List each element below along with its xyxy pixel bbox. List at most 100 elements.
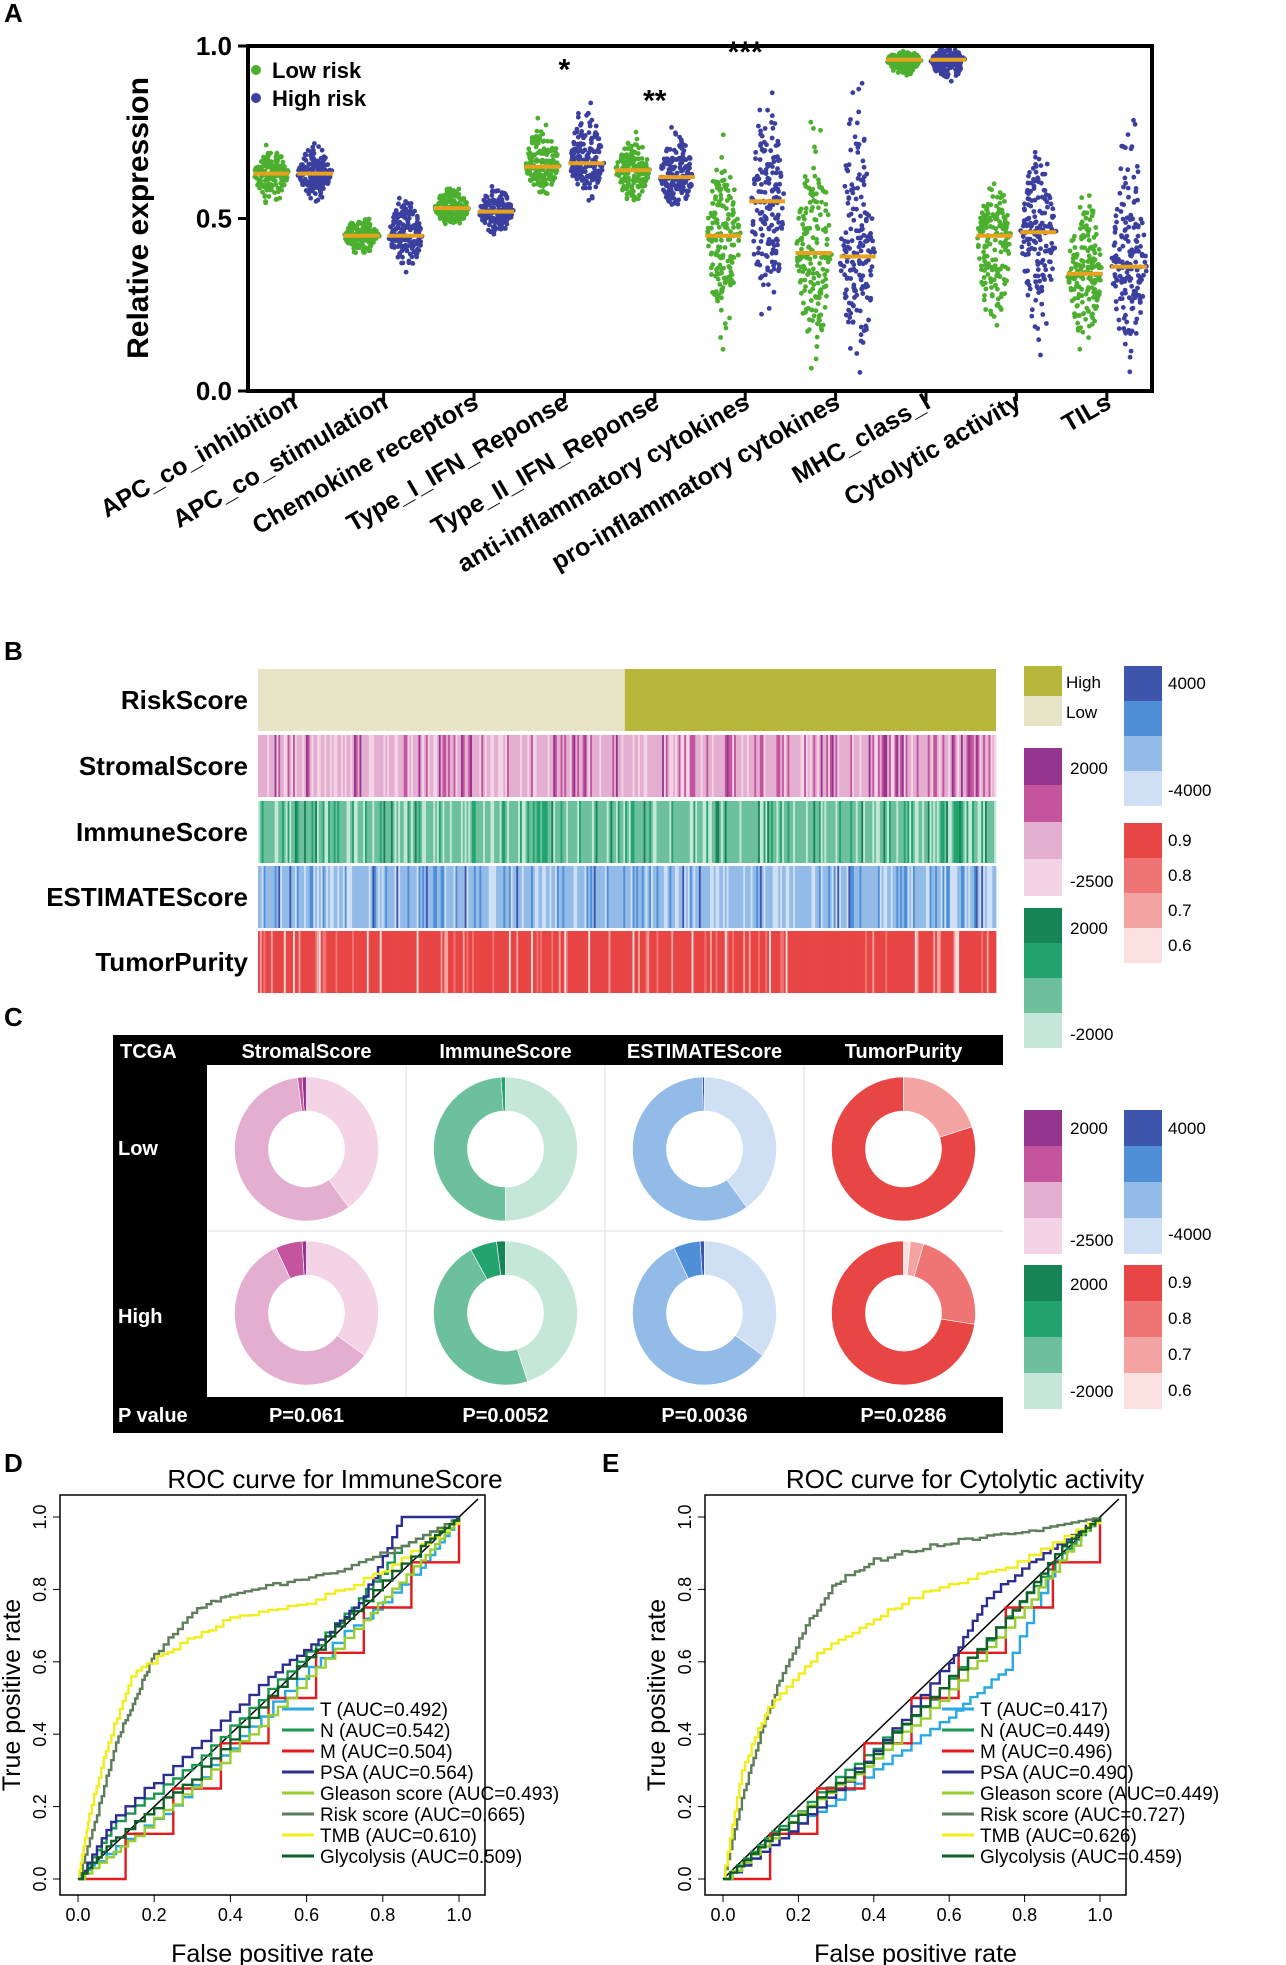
heatmap-cell-immunescore [453, 801, 456, 863]
heatmap-cell-tumorpurity [835, 931, 838, 993]
heatmap-cell-stromalscore [737, 735, 740, 797]
data-point-low-risk [554, 160, 560, 166]
heatmap-cell-tumorpurity [673, 931, 676, 993]
data-point-high-risk [848, 226, 854, 232]
data-point-low-risk [713, 194, 718, 200]
data-point-low-risk [710, 178, 716, 184]
heatmap-cell-estimatescore [785, 866, 788, 928]
heatmap-cell-tumorpurity [261, 931, 264, 993]
data-point-low-risk [1078, 266, 1084, 272]
data-point-low-risk [368, 243, 373, 249]
data-point-high-risk [1044, 321, 1049, 326]
data-point-low-risk [994, 322, 1000, 328]
data-point-high-risk [753, 156, 758, 162]
heatmap-cell-tumorpurity [269, 931, 272, 993]
data-point-high-risk [587, 185, 593, 191]
heatmap-cell-estimatescore [857, 866, 860, 928]
heatmap-cell-stromalscore [949, 735, 953, 797]
heatmap-cell-estimatescore [486, 866, 490, 928]
heatmap-cell-immunescore [636, 801, 639, 863]
heatmap-cell-estimatescore [615, 866, 619, 928]
data-point-high-risk [1039, 210, 1045, 216]
data-point-low-risk [998, 307, 1004, 312]
data-point-high-risk [478, 204, 484, 209]
heatmap-cell-estimatescore [793, 866, 796, 928]
data-point-high-risk [777, 181, 783, 187]
data-point-high-risk [495, 202, 500, 208]
data-point-low-risk [263, 199, 268, 204]
data-point-high-risk [403, 269, 409, 275]
data-point-high-risk [850, 319, 856, 325]
y-tick-label: 1.0 [196, 31, 232, 61]
heatmap-cell-immunescore [359, 801, 362, 863]
data-point-low-risk [818, 127, 823, 133]
heatmap-cell-stromalscore [649, 735, 652, 797]
heatmap-cell-estimatescore [534, 866, 537, 928]
heatmap-cell-estimatescore [348, 866, 351, 928]
data-point-high-risk [765, 107, 770, 113]
data-point-low-risk [354, 226, 360, 232]
heatmap-cell-immunescore [479, 801, 482, 863]
heatmap-cell-immunescore [949, 801, 953, 863]
data-point-low-risk [728, 256, 733, 262]
heatmap-cell-estimatescore [754, 866, 757, 928]
heatmap-cell-immunescore [848, 801, 851, 863]
data-point-low-risk [271, 167, 277, 173]
data-point-high-risk [499, 223, 504, 228]
data-point-high-risk [1126, 295, 1132, 301]
heatmap-cell-tumorpurity [798, 931, 801, 993]
heatmap-cell-immunescore [352, 801, 355, 863]
heatmap-cell-stromalscore [828, 735, 831, 797]
heatmap-cell-stromalscore [885, 735, 888, 797]
heatmap-cell-immunescore [776, 801, 779, 863]
data-point-low-risk [718, 307, 724, 313]
heatmap-cell-tumorpurity [693, 931, 696, 993]
heatmap-cell-stromalscore [444, 735, 447, 797]
heatmap-cell-tumorpurity [831, 931, 835, 993]
data-point-high-risk [479, 214, 484, 219]
data-point-low-risk [977, 256, 982, 261]
heatmap-cell-immunescore [654, 801, 657, 863]
heatmap-cell-immunescore [781, 801, 785, 863]
data-point-high-risk [749, 195, 755, 201]
data-point-high-risk [778, 174, 784, 179]
data-point-high-risk [406, 211, 412, 217]
data-point-high-risk [1125, 132, 1131, 138]
heatmap-cell-stromalscore [492, 735, 495, 797]
heatmap-cell-immunescore [435, 801, 438, 863]
data-point-low-risk [819, 255, 824, 260]
heatmap-cell-tumorpurity [335, 931, 338, 993]
heatmap-cell-estimatescore [842, 866, 846, 928]
heatmap-cell-stromalscore [353, 735, 357, 797]
data-point-low-risk [814, 236, 819, 242]
heatmap-cell-immunescore [641, 801, 645, 863]
data-point-low-risk [620, 156, 626, 162]
heatmap-cell-tumorpurity [776, 931, 779, 993]
heatmap-cell-estimatescore [545, 866, 549, 928]
heatmap-cell-stromalscore [702, 735, 705, 797]
data-point-high-risk [581, 141, 586, 147]
data-point-high-risk [306, 191, 312, 197]
data-point-high-risk [1119, 201, 1125, 207]
heatmap-cell-stromalscore [909, 735, 912, 797]
data-point-low-risk [722, 182, 727, 188]
data-point-high-risk [1113, 283, 1118, 289]
data-point-low-risk [1006, 251, 1012, 256]
heatmap-cell-estimatescore [756, 866, 759, 928]
data-point-high-risk [771, 289, 777, 295]
heatmap-cell-stromalscore [983, 735, 986, 797]
data-point-high-risk [858, 240, 863, 246]
data-point-high-risk [411, 224, 416, 230]
data-point-low-risk [735, 222, 741, 228]
heatmap-cell-tumorpurity [389, 931, 392, 993]
heatmap-cell-estimatescore [909, 866, 912, 928]
heatmap-cell-immunescore [339, 801, 342, 863]
heatmap-cell-immunescore [711, 801, 715, 863]
data-point-low-risk [553, 146, 559, 151]
heatmap-cell-tumorpurity [763, 931, 766, 993]
data-point-high-risk [1036, 156, 1042, 162]
heatmap-cell-immunescore [536, 801, 539, 863]
data-point-high-risk [1133, 186, 1139, 191]
heatmap-cell-tumorpurity [625, 931, 628, 993]
heatmap-cell-stromalscore [650, 735, 654, 797]
